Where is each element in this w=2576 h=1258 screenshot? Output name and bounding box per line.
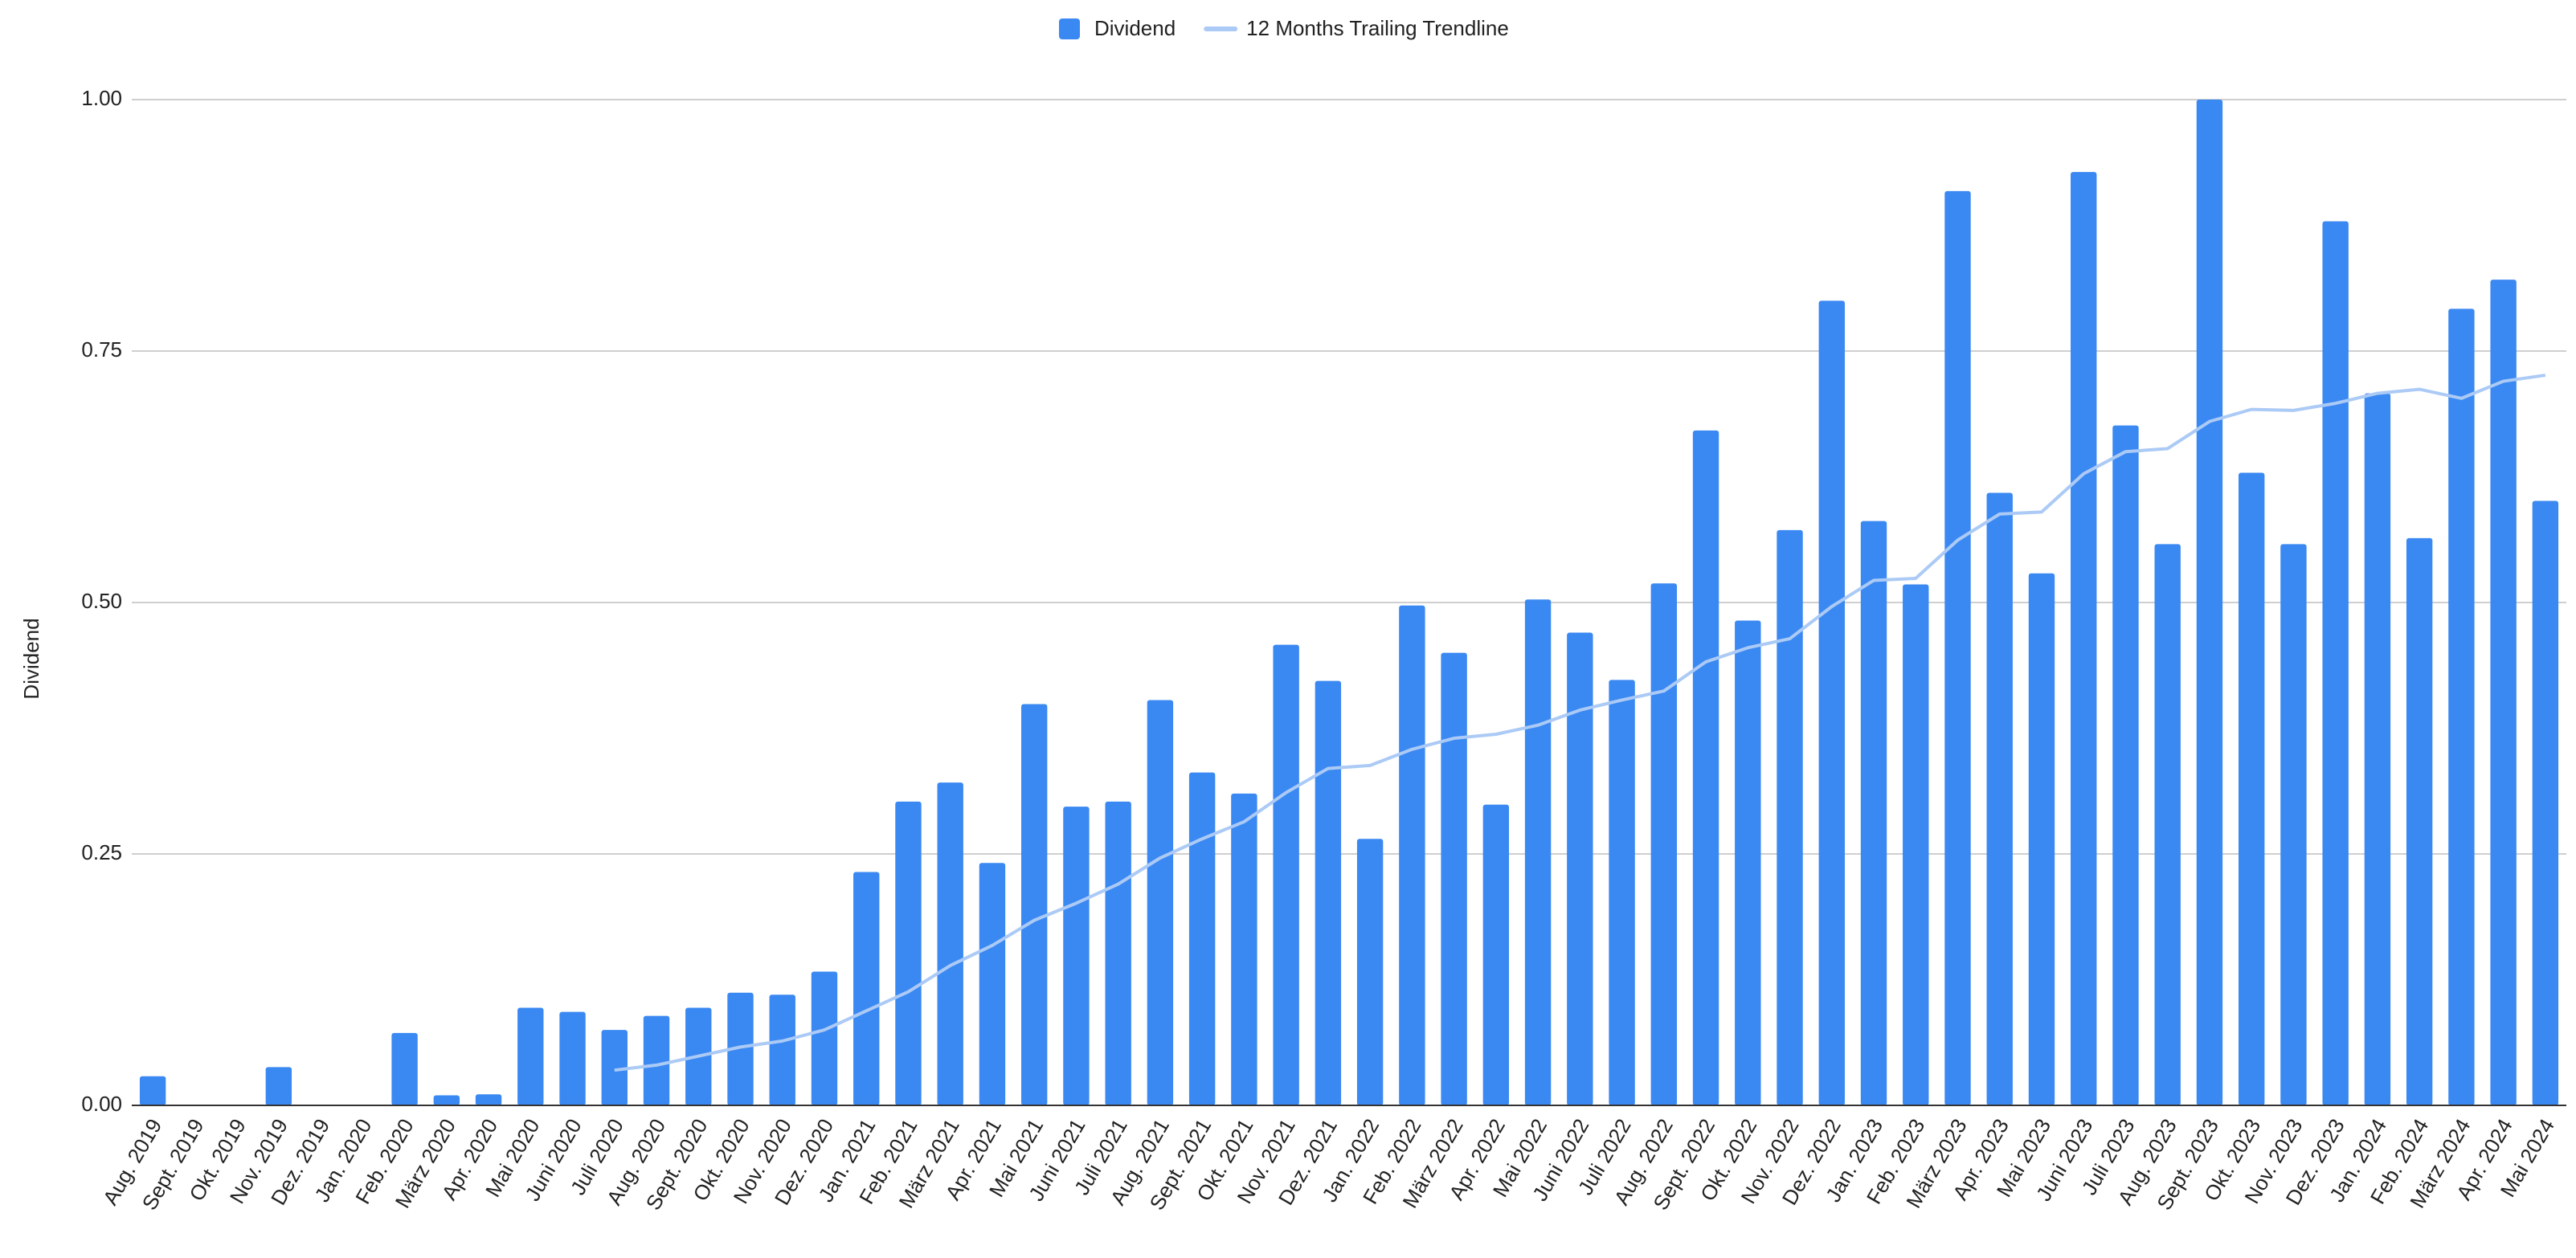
bar	[517, 1007, 544, 1105]
bar	[2071, 172, 2097, 1105]
bar	[1399, 605, 1425, 1105]
bar	[853, 872, 880, 1105]
bar	[1356, 839, 1384, 1105]
bar	[937, 782, 963, 1105]
y-tick-label: 1.00	[81, 86, 122, 110]
y-tick-label: 0.50	[81, 589, 122, 613]
bar	[1735, 620, 1761, 1105]
bar	[2196, 100, 2223, 1105]
bar	[1818, 300, 1845, 1105]
bar	[1944, 190, 1971, 1105]
bar	[2112, 425, 2139, 1105]
bar	[979, 863, 1006, 1105]
bar	[2154, 544, 2181, 1105]
bar	[1482, 804, 1510, 1105]
y-tick-label: 0.00	[81, 1092, 122, 1116]
bar	[643, 1015, 670, 1105]
bar	[601, 1030, 628, 1105]
bar	[1315, 680, 1342, 1105]
bar	[1777, 529, 1803, 1105]
bar	[2322, 221, 2349, 1106]
bar	[1273, 644, 1299, 1105]
bar	[2280, 544, 2307, 1105]
bar	[1650, 583, 1678, 1105]
bar	[2532, 500, 2559, 1105]
bar	[475, 1094, 502, 1105]
bar	[769, 995, 795, 1105]
bar	[811, 971, 838, 1105]
bar	[1020, 704, 1048, 1105]
bar	[559, 1011, 586, 1105]
legend-label: Dividend	[1094, 16, 1176, 40]
bar	[2448, 308, 2475, 1105]
y-axis-title: Dividend	[19, 618, 43, 699]
bar	[2490, 280, 2517, 1105]
legend-label: 12 Months Trailing Trendline	[1246, 16, 1509, 40]
bar	[1147, 700, 1174, 1105]
bar	[2406, 537, 2433, 1105]
bar	[1441, 652, 1467, 1105]
bar	[727, 992, 754, 1105]
bar	[1524, 599, 1552, 1105]
bar	[1860, 521, 1887, 1105]
bar	[1105, 801, 1131, 1105]
bar	[1188, 772, 1216, 1105]
y-tick-label: 0.75	[81, 337, 122, 361]
bar	[1567, 632, 1593, 1105]
bar	[2028, 573, 2055, 1105]
bar	[265, 1067, 292, 1105]
bar	[1903, 584, 1929, 1105]
legend-swatch	[1059, 18, 1080, 39]
bar	[895, 801, 922, 1105]
bar	[391, 1032, 418, 1105]
bar	[1692, 430, 1719, 1105]
trendline	[614, 374, 2546, 1072]
bar	[433, 1095, 460, 1105]
bar	[139, 1076, 166, 1105]
bar	[1231, 793, 1257, 1105]
bar	[2238, 472, 2265, 1105]
bar	[1986, 492, 2013, 1105]
bar	[1609, 680, 1635, 1105]
bar	[2364, 393, 2391, 1106]
y-tick-label: 0.25	[81, 840, 122, 864]
bar	[1063, 807, 1090, 1105]
